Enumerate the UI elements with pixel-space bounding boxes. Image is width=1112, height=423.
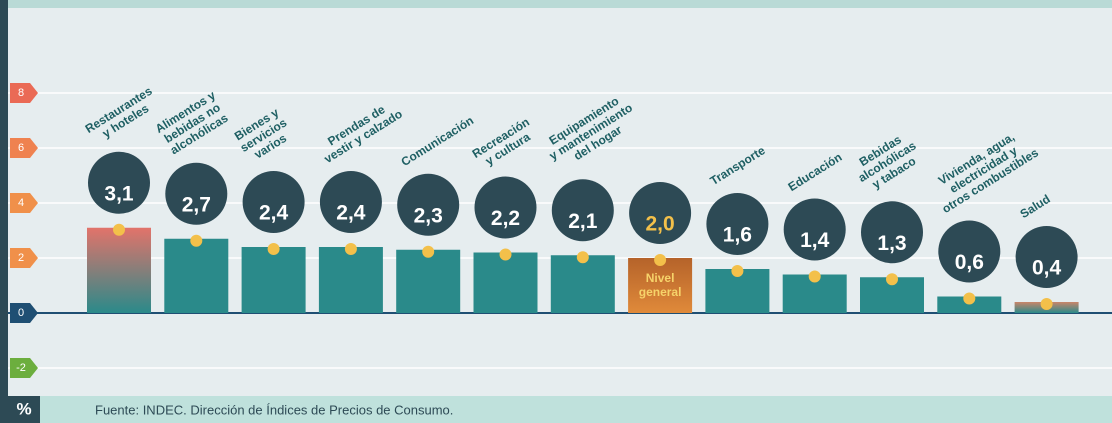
value-badge <box>629 182 692 244</box>
value-badge <box>551 179 614 242</box>
bar-dot <box>886 273 898 286</box>
y-tick-badge <box>10 248 38 268</box>
value-badge <box>88 151 150 214</box>
bar-dot <box>422 245 435 258</box>
bar <box>937 296 1002 313</box>
bar <box>241 247 306 313</box>
bar <box>87 227 151 313</box>
value-badge <box>783 198 846 261</box>
value-badge <box>938 220 1001 283</box>
value-badge <box>242 171 305 233</box>
value-badge <box>861 201 923 264</box>
value-label: 2,2 <box>491 207 520 230</box>
source-note: Fuente: INDEC. Dirección de Índices de P… <box>95 402 453 417</box>
value-label: 1,3 <box>877 232 906 255</box>
bar-dot <box>731 265 744 277</box>
footer-band <box>0 396 1112 423</box>
bar-dot <box>654 254 667 266</box>
bar <box>628 258 693 313</box>
y-unit: % <box>16 399 31 418</box>
bar <box>550 255 615 313</box>
highlight-word: Nivel <box>646 271 675 285</box>
value-label: 1,4 <box>800 229 830 252</box>
highlight-label: Nivel general <box>639 271 682 299</box>
bar <box>318 247 383 313</box>
y-tick-label: 6 <box>18 142 24 154</box>
bar-dot <box>267 243 280 255</box>
y-tick-badge <box>10 303 38 323</box>
bar-dot <box>499 248 512 261</box>
left-strip <box>0 0 8 423</box>
value-badge <box>1015 226 1078 288</box>
y-tick-badge <box>10 138 38 158</box>
y-tick-label: 0 <box>18 307 24 319</box>
value-label: 1,6 <box>723 224 752 247</box>
value-label: 0,6 <box>955 251 984 274</box>
bar-dot <box>576 251 589 264</box>
highlight-word: general <box>639 285 682 299</box>
value-label: 2,1 <box>568 210 598 233</box>
value-label: 2,7 <box>182 193 211 216</box>
top-band <box>0 0 1112 8</box>
bar-dot <box>1040 298 1053 310</box>
bar <box>164 238 229 313</box>
y-tick-label: -2 <box>16 362 26 374</box>
value-label: 2,0 <box>645 213 674 236</box>
value-label: 2,4 <box>259 202 289 225</box>
y-tick-badge <box>10 83 38 103</box>
value-badge <box>319 171 382 233</box>
unit-box <box>8 396 40 423</box>
value-badge <box>397 173 460 236</box>
value-label: 2,4 <box>336 202 366 225</box>
bar-dot <box>344 243 357 255</box>
value-badge <box>165 162 228 225</box>
bar-dot <box>808 270 821 283</box>
value-badge <box>474 176 537 239</box>
value-badge <box>706 193 769 255</box>
y-tick-label: 2 <box>18 252 24 264</box>
bar-dot <box>963 292 976 305</box>
bar <box>473 252 538 313</box>
bar-dot <box>113 223 125 236</box>
value-label: 3,1 <box>104 182 134 205</box>
y-tick-label: 4 <box>18 197 24 209</box>
y-tick-badge <box>10 358 38 378</box>
y-tick-label: 8 <box>18 87 24 99</box>
bar <box>396 249 461 313</box>
value-label: 2,3 <box>414 204 443 227</box>
y-tick-badge <box>10 193 38 213</box>
value-label: 0,4 <box>1032 257 1062 280</box>
bar-dot <box>190 234 203 247</box>
